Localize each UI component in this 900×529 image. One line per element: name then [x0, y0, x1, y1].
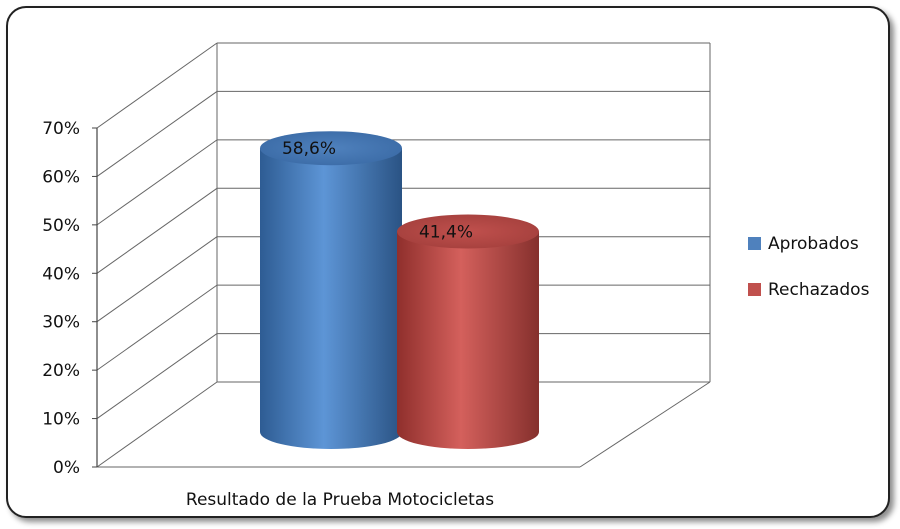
gridline-side: [96, 333, 218, 419]
cylinder-body: [397, 231, 539, 449]
gridline-side: [96, 42, 218, 129]
gridline-side: [96, 236, 218, 323]
cylinder-body: [260, 148, 402, 449]
y-tick-label: 10%: [42, 410, 80, 430]
x-axis-category-label: Resultado de la Prueba Motocicletas: [186, 490, 494, 510]
data-label-rechazados: 41,4%: [419, 223, 473, 243]
gridline-side: [96, 187, 218, 274]
legend-label-rechazados: Rechazados: [768, 280, 870, 300]
cylinder-top: [397, 214, 539, 249]
y-tick-label: 60%: [42, 167, 80, 187]
gridline-side: [96, 139, 218, 226]
y-tick-label: 30%: [42, 313, 80, 333]
y-tick-label: 40%: [42, 264, 80, 284]
gridline-side: [96, 381, 218, 468]
axis-layer: 0% 10% 20% 30% 40% 50% 60% 70%: [42, 119, 98, 478]
legend-swatch-aprobados: [748, 237, 761, 250]
data-label-aprobados: 58,6%: [282, 139, 336, 159]
y-tick-label: 0%: [53, 458, 80, 478]
legend-swatch-rechazados: [748, 283, 761, 296]
bars-layer: [260, 131, 539, 449]
gridline-side: [96, 284, 218, 371]
y-tick-label: 20%: [42, 361, 80, 381]
labels-layer: 58,6% 41,4%: [282, 139, 473, 242]
floor-right-edge: [579, 381, 711, 468]
bar-rechazados: [397, 214, 539, 449]
cylinder-top: [260, 131, 402, 166]
gridline-side: [96, 91, 218, 177]
y-tick-label: 70%: [42, 119, 80, 139]
legend: Aprobados Rechazados: [748, 234, 870, 300]
legend-label-aprobados: Aprobados: [768, 234, 859, 254]
y-tick-label: 50%: [42, 216, 80, 236]
bar-aprobados: [260, 131, 402, 449]
